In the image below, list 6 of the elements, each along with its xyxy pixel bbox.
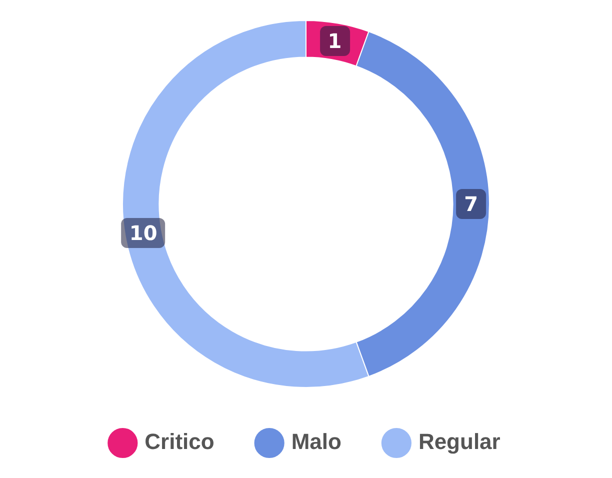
data-label: 10	[121, 218, 166, 248]
legend-label: Malo	[291, 429, 342, 454]
data-label: 7	[456, 189, 486, 219]
legend-label: Regular	[418, 429, 501, 454]
data-label: 1	[320, 26, 350, 56]
legend-label: Critico	[144, 429, 214, 454]
